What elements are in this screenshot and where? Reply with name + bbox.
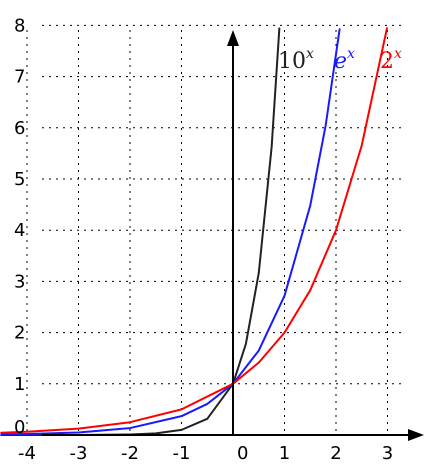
x-axis-arrow-icon: [408, 429, 424, 441]
grid-layer: [26, 24, 402, 435]
x-tick-label: -2: [121, 443, 139, 464]
y-axis-arrow-icon: [227, 30, 239, 46]
y-tick-label: 0: [14, 417, 25, 438]
series-label-exponent: x: [347, 46, 355, 62]
series-2-pow-x-line: [0, 27, 388, 434]
x-tick-label: -4: [18, 443, 36, 464]
series-label-exponent: x: [394, 46, 402, 62]
tick-layer: -4-3-2-101234012345678: [14, 15, 393, 464]
y-tick-label: 4: [14, 220, 25, 241]
label-layer: 10x ex 2x: [278, 46, 402, 74]
y-tick-label: 3: [14, 271, 25, 292]
series-10-pow-x-line: [0, 27, 281, 436]
series-label-base: e: [334, 49, 347, 74]
series-label-2-pow-x: 2x: [380, 46, 402, 74]
x-tick-label: -3: [70, 443, 88, 464]
y-tick-label: 8: [14, 15, 25, 36]
series-layer: [0, 27, 388, 436]
series-label-10-pow-x: 10x: [278, 46, 314, 74]
axis-layer: [42, 30, 424, 441]
y-tick-label: 1: [14, 374, 25, 395]
series-e-pow-x-line: [0, 28, 341, 436]
y-tick-label: 7: [14, 67, 25, 88]
y-tick-label: 5: [14, 169, 25, 190]
x-tick-label: 2: [330, 443, 341, 464]
y-tick-label: 2: [14, 323, 25, 344]
x-tick-label: -1: [173, 443, 191, 464]
y-tick-label: 6: [14, 118, 25, 139]
series-label-base: 10: [278, 49, 306, 74]
x-tick-label: 0: [237, 443, 248, 464]
series-label-e-pow-x: ex: [334, 46, 355, 74]
series-label-exponent: x: [306, 46, 314, 62]
series-label-base: 2: [380, 49, 394, 74]
x-tick-label: 1: [279, 443, 290, 464]
x-tick-label: 3: [382, 443, 393, 464]
